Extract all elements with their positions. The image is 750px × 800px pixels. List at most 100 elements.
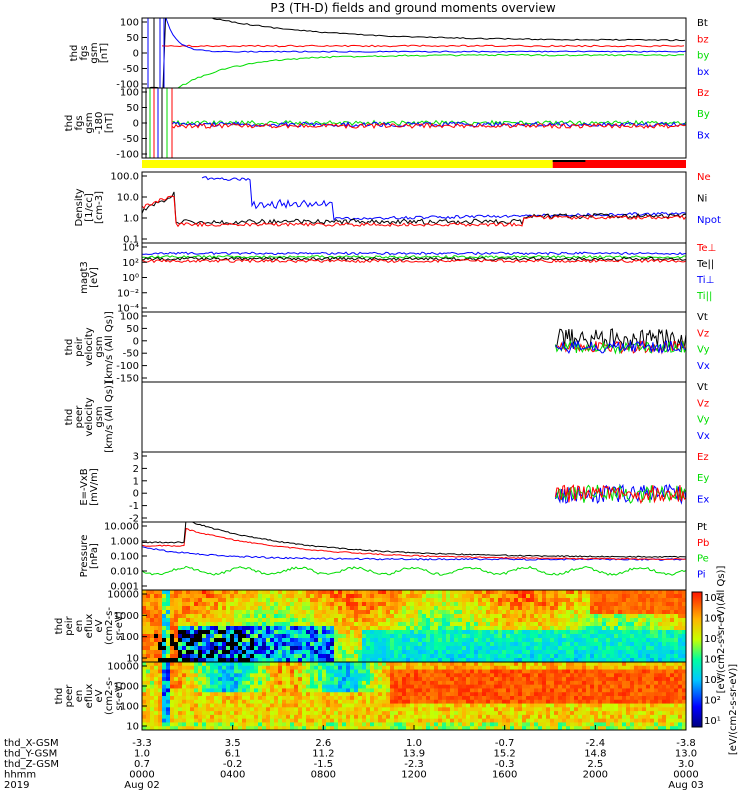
y-tick-label: 10⁻⁴ [117,304,139,315]
spec-cell [610,590,615,595]
spec-cell [530,614,535,619]
spec-cell [562,622,567,627]
y-axis-label: gsm [94,406,105,427]
spec-cell [406,618,411,623]
spec-cell [442,658,447,662]
spec-cell [402,692,407,697]
spec-cell [478,602,483,607]
spec-cell [330,662,335,667]
spec-cell [162,642,167,647]
spec-cell [262,665,267,671]
spec-cell [350,610,355,615]
spec-cell [238,711,243,716]
spec-cell [402,722,407,727]
spec-cell [198,610,203,615]
spec-cell [646,614,651,619]
spec-cell [226,630,231,635]
spec-cell [362,654,367,659]
spec-cell [622,622,627,627]
spec-cell [354,680,359,686]
spec-cell [450,654,455,659]
spec-cell [366,638,371,643]
spec-cell [230,618,235,623]
spec-cell [498,626,503,631]
spec-cell [586,622,591,627]
spec-cell [494,614,499,619]
spec-cell [242,650,247,655]
spec-cell [154,718,159,724]
spec-cell [202,703,207,708]
spec-cell [330,602,335,607]
spec-cell [526,692,531,697]
spec-cell [498,590,503,595]
spec-cell [170,711,175,716]
spec-cell [598,614,603,619]
spec-cell [174,684,179,690]
spec-cell [418,673,423,678]
legend-entry: Vt [697,312,708,323]
spec-cell [214,714,219,720]
spec-cell [302,614,307,619]
spec-cell [658,662,663,667]
spec-cell [298,692,303,697]
spec-cell [514,699,519,705]
spec-cell [210,688,215,693]
spec-cell [490,638,495,643]
spec-cell [682,626,686,631]
spec-cell [582,677,587,682]
spec-cell [162,707,167,712]
spec-cell [450,602,455,607]
spec-cell [346,711,351,716]
spec-cell [398,722,403,727]
spec-cell [566,594,571,599]
spec-cell [510,699,515,705]
spec-cell [166,696,171,701]
spec-cell [242,677,247,682]
spec-cell [526,699,531,705]
spec-cell [674,626,679,631]
spec-cell [462,642,467,647]
spec-cell [606,614,611,619]
spec-cell [490,602,495,607]
spec-cell [318,665,323,671]
spec-cell [674,610,679,615]
spec-cell [650,646,655,651]
spec-cell [366,696,371,701]
spec-cell [170,726,175,730]
spec-cell [482,630,487,635]
spec-cell [458,646,463,651]
spec-cell [562,669,567,674]
spec-cell [410,711,415,716]
spec-cell [566,662,571,667]
spec-cell [522,594,527,599]
spec-cell [394,714,399,720]
spec-cell [478,614,483,619]
spec-cell [450,610,455,615]
spec-cell [270,602,275,607]
spec-cell [142,669,147,674]
spec-cell [506,642,511,647]
spec-cell [366,658,371,662]
spec-cell [322,626,327,631]
spec-cell [354,654,359,659]
spec-cell [246,692,251,697]
spec-cell [614,618,619,623]
spec-cell [518,602,523,607]
spec-cell [146,669,151,674]
legend-entry: Ex [697,494,709,505]
spec-cell [578,688,583,693]
spec-cell [630,711,635,716]
spec-cell [538,626,543,631]
spec-cell [162,634,167,639]
spec-cell [422,684,427,690]
spec-cell [334,646,339,651]
y-axis-label: (cm2-s- [104,607,115,645]
spec-cell [498,598,503,603]
spec-cell [142,646,147,651]
y-axis-label: en [74,620,85,633]
spec-cell [546,642,551,647]
spec-cell [274,711,279,716]
spec-cell [562,634,567,639]
spec-cell [554,606,559,611]
spec-cell [534,680,539,686]
